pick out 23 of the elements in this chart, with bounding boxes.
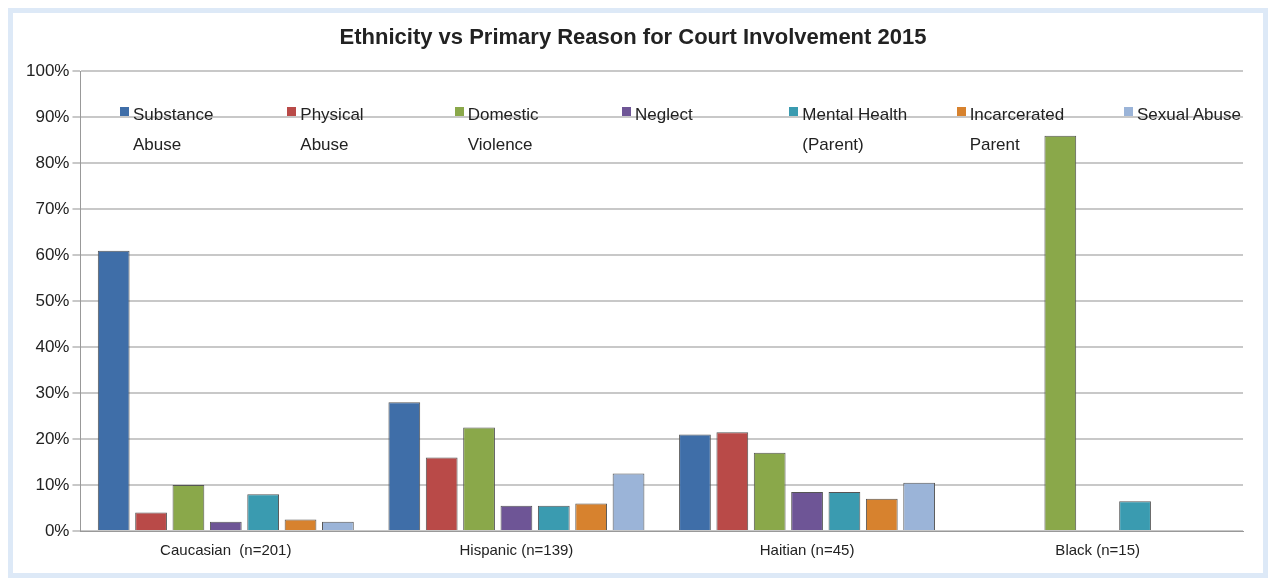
- y-tick-label: 50%: [35, 290, 70, 310]
- y-tick-label: 90%: [35, 107, 70, 127]
- chart-title: Ethnicity vs Primary Reason for Court Involvement 2015: [339, 24, 927, 50]
- y-tick-label: 40%: [35, 336, 70, 356]
- y-tick-label: 0%: [44, 520, 70, 540]
- y-tick-label: 10%: [35, 474, 70, 494]
- legend-label: Incarcerated Parent: [969, 104, 1066, 156]
- x-tick-label: Black (n=15): [1055, 541, 1140, 559]
- legend-label: Neglect: [634, 104, 694, 126]
- y-tick-label: 60%: [35, 244, 70, 264]
- y-tick-label: 80%: [35, 153, 70, 173]
- y-tick-label: 100%: [26, 61, 70, 81]
- legend-label: Substance Abuse: [133, 104, 215, 156]
- x-tick-label: Haitian (n=45): [759, 541, 855, 559]
- legend-label: Mental Health (Parent): [802, 104, 909, 156]
- x-tick-label: Hispanic (n=139): [459, 541, 574, 559]
- legend-label: Physical Abuse: [300, 104, 365, 156]
- y-tick-label: 20%: [35, 428, 70, 448]
- legend-label: Domestic Violence: [467, 104, 540, 156]
- y-tick-label: 70%: [35, 198, 70, 218]
- y-tick-label: 30%: [35, 382, 70, 402]
- legend-label: Sexual Abuse: [1136, 104, 1242, 126]
- x-tick-label: Caucasian (n=201): [160, 541, 292, 559]
